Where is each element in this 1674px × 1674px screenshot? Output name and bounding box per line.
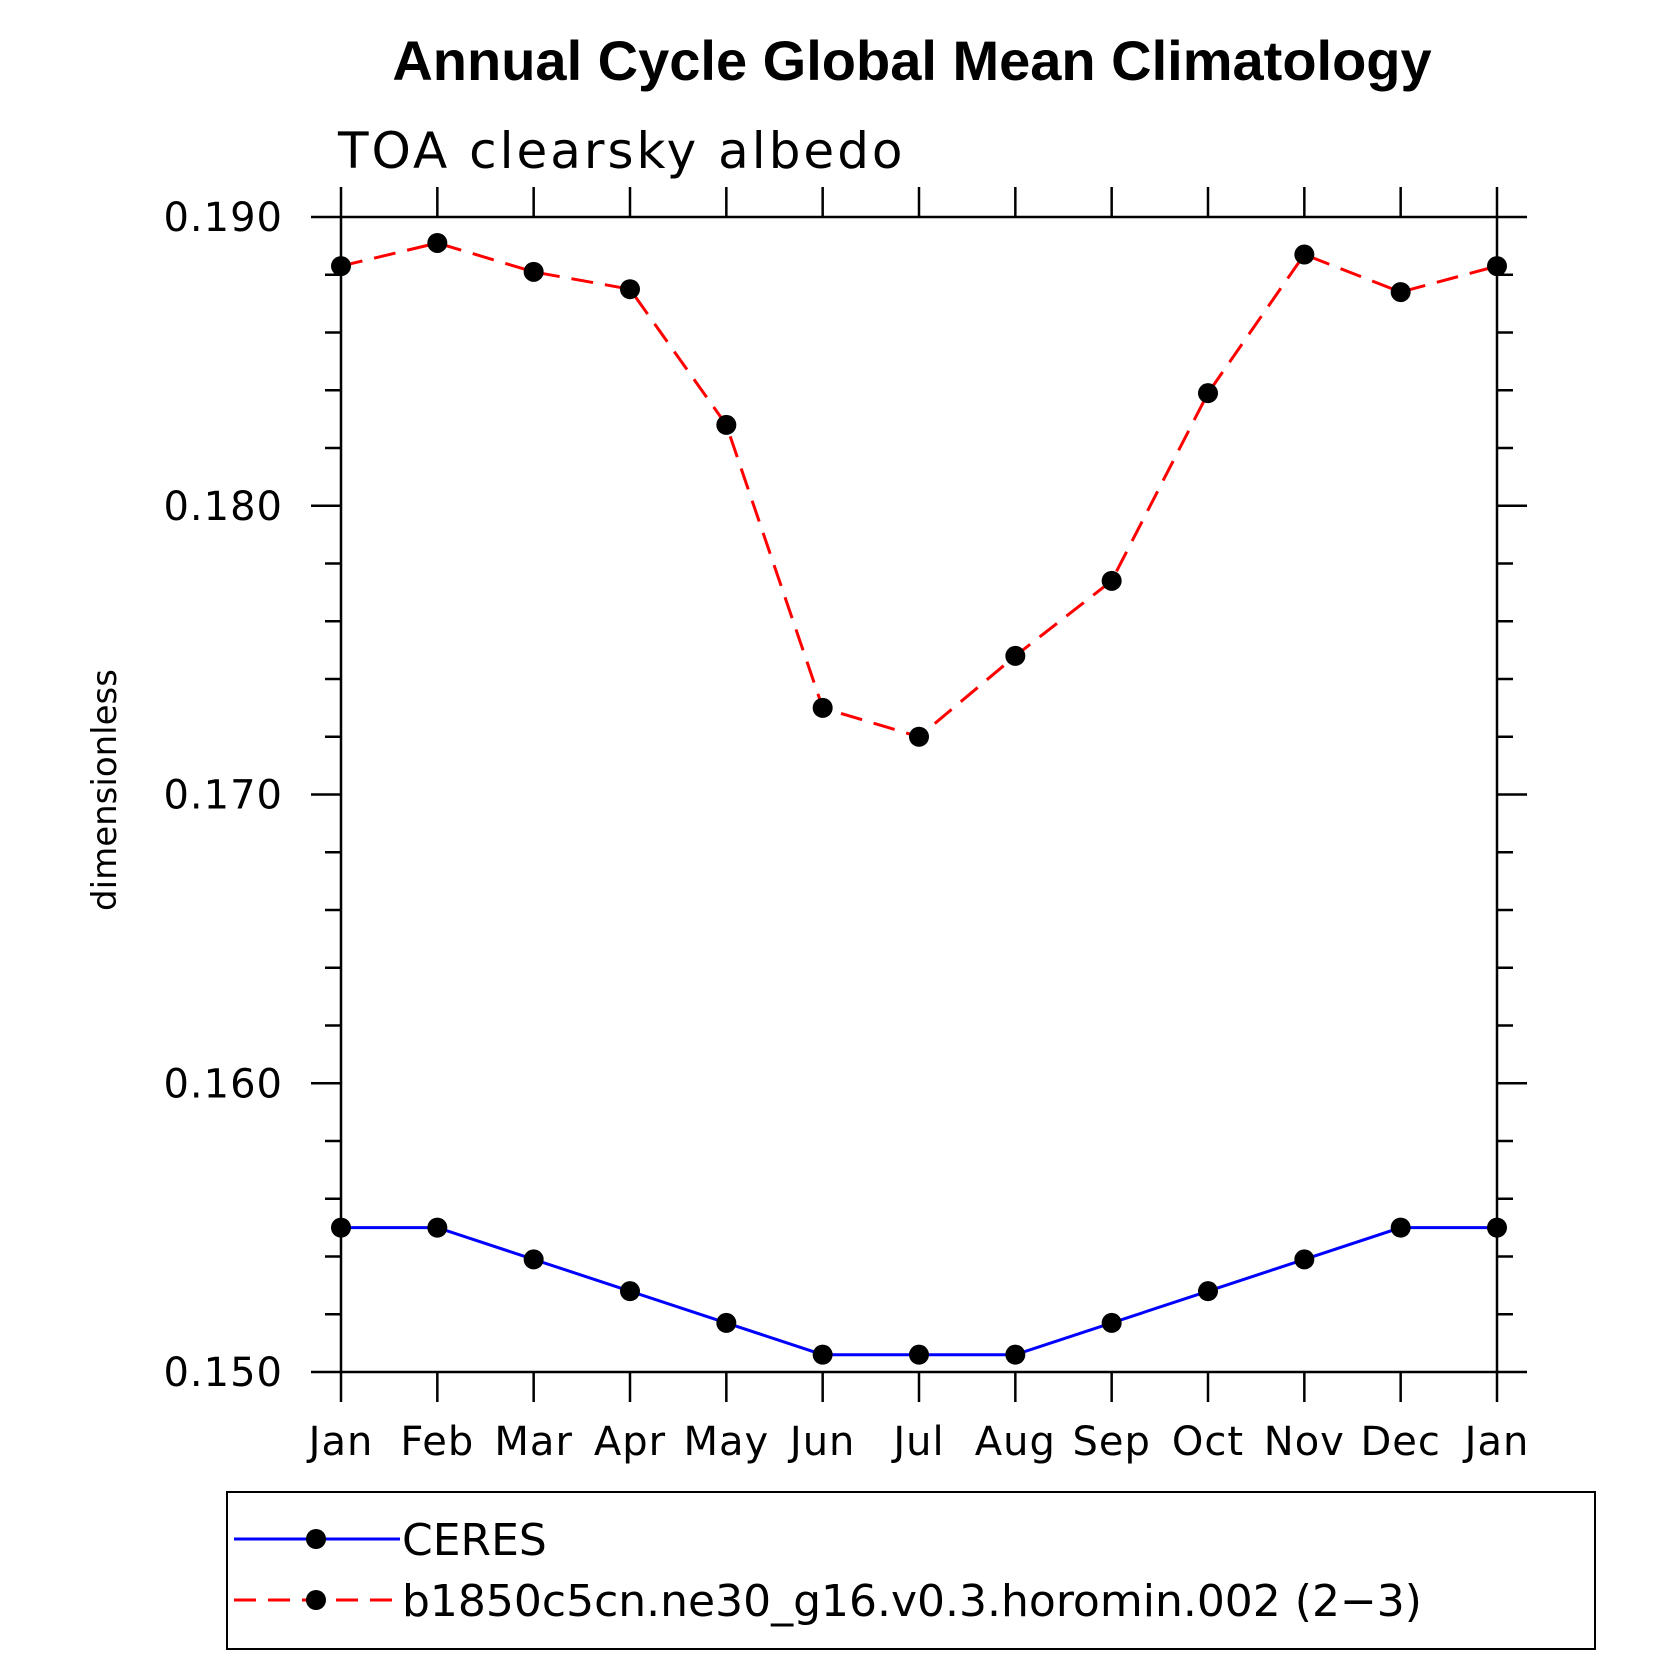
data-point-ceres bbox=[427, 1217, 448, 1238]
data-point-ceres bbox=[620, 1281, 640, 1302]
data-point-ceres bbox=[1198, 1281, 1218, 1302]
x-tick-label: Aug bbox=[975, 1419, 1056, 1465]
legend-label-model: b1850c5cn.ne30_g16.v0.3.horomin.002 (2−3… bbox=[402, 1576, 1422, 1627]
series-layer bbox=[331, 232, 1507, 1365]
chart-subtitle: TOA clearsky albedo bbox=[337, 122, 906, 180]
data-point-ceres bbox=[812, 1344, 833, 1365]
x-tick-label: Oct bbox=[1172, 1419, 1244, 1465]
data-point-model bbox=[1005, 645, 1026, 666]
x-tick-label: Sep bbox=[1072, 1419, 1150, 1465]
x-tick-label: Jan bbox=[306, 1419, 374, 1465]
data-point-ceres bbox=[909, 1344, 929, 1365]
series-line-ceres bbox=[341, 1226, 1497, 1357]
data-point-ceres bbox=[1390, 1217, 1411, 1238]
data-point-model bbox=[716, 414, 737, 435]
y-tick-label: 0.190 bbox=[163, 195, 283, 241]
plot-frame bbox=[339, 215, 1499, 1374]
x-tick-label: Mar bbox=[494, 1419, 572, 1465]
x-tick-label: May bbox=[683, 1419, 769, 1465]
data-point-model bbox=[812, 697, 833, 718]
data-point-model bbox=[909, 726, 929, 747]
series-line-model bbox=[340, 241, 1498, 739]
x-tick-label: Dec bbox=[1360, 1419, 1440, 1465]
x-tick-label: Jan bbox=[1462, 1419, 1530, 1465]
data-point-ceres bbox=[1294, 1249, 1315, 1270]
data-point-model bbox=[1101, 570, 1122, 591]
x-tick-label: Nov bbox=[1264, 1419, 1345, 1465]
data-point-model bbox=[1390, 282, 1411, 303]
data-point-ceres bbox=[1101, 1312, 1122, 1333]
legend-marker-ceres bbox=[306, 1529, 326, 1549]
data-point-ceres bbox=[1487, 1217, 1507, 1238]
x-tick-label: Apr bbox=[594, 1419, 666, 1465]
axes: 0.150 0.160 0.170 0.180 0.190 Jan Feb Mar Apr May… bbox=[163, 187, 1530, 1465]
legend-label-ceres: CERES bbox=[402, 1515, 547, 1566]
data-point-model bbox=[523, 261, 544, 282]
y-tick-label: 0.180 bbox=[163, 484, 283, 530]
x-tick-label: Jun bbox=[787, 1419, 856, 1465]
legend: CERES b1850c5cn.ne30_g16.v0.3.horomin.00… bbox=[226, 1491, 1596, 1650]
data-point-ceres bbox=[523, 1249, 544, 1270]
data-point-ceres bbox=[1005, 1344, 1026, 1365]
data-point-model bbox=[620, 279, 640, 300]
data-point-ceres bbox=[716, 1312, 737, 1333]
data-point-model bbox=[1294, 244, 1315, 265]
data-point-model bbox=[1487, 256, 1507, 277]
data-point-model bbox=[1198, 383, 1218, 404]
y-axis-label: dimensionless bbox=[85, 669, 125, 911]
data-point-ceres bbox=[331, 1217, 351, 1238]
y-tick-label: 0.150 bbox=[163, 1350, 283, 1396]
data-point-model bbox=[331, 256, 351, 277]
legend-box bbox=[226, 1491, 1596, 1650]
y-tick-label: 0.160 bbox=[163, 1061, 283, 1107]
y-tick-label: 0.170 bbox=[163, 773, 283, 819]
legend-marker-model bbox=[306, 1590, 326, 1610]
data-point-model bbox=[427, 232, 448, 253]
chart-title: Annual Cycle Global Mean Climatology bbox=[392, 29, 1431, 92]
x-tick-label: Feb bbox=[400, 1419, 474, 1465]
x-tick-label: Jul bbox=[890, 1419, 944, 1465]
